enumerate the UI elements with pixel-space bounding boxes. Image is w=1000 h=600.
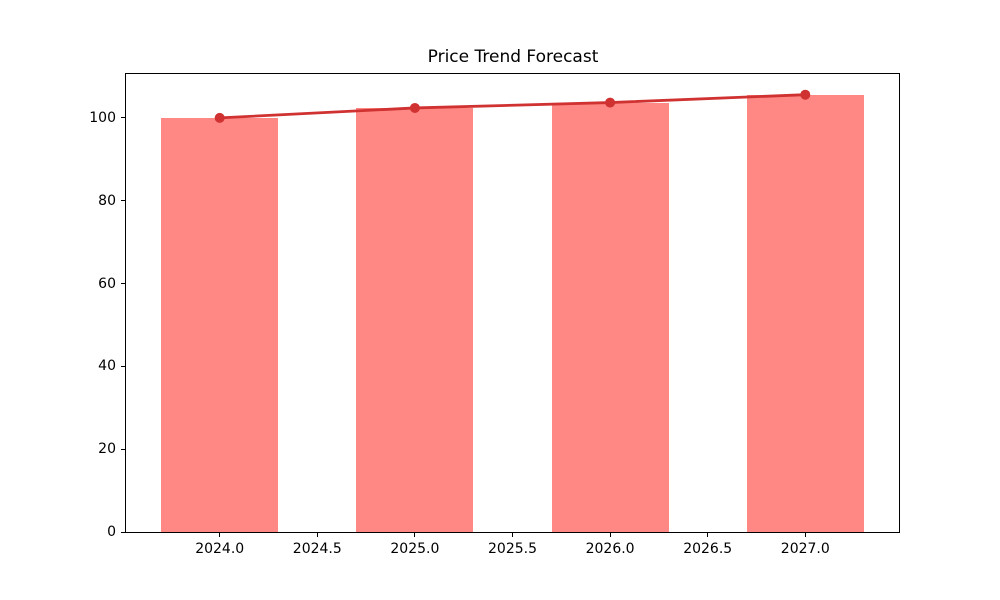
x-axis-tick xyxy=(609,532,611,537)
chart-title: Price Trend Forecast xyxy=(427,47,599,67)
bar xyxy=(356,107,474,532)
y-axis-tick xyxy=(121,283,126,285)
bar xyxy=(746,94,864,532)
x-axis-tick-label: 2025.5 xyxy=(488,541,537,557)
y-axis-tick xyxy=(121,531,126,533)
y-axis-tick-label: 100 xyxy=(89,109,116,126)
x-axis-tick xyxy=(512,532,513,537)
x-axis-tick-label: 2024.0 xyxy=(195,541,245,557)
y-axis-tick xyxy=(121,200,126,202)
line-marker xyxy=(605,97,616,108)
y-axis-tick-label: 80 xyxy=(98,192,116,209)
y-axis-tick-label: 20 xyxy=(98,441,116,458)
x-axis-tick xyxy=(414,532,416,537)
bar xyxy=(161,117,279,532)
y-axis-tick-label: 60 xyxy=(98,275,116,292)
y-axis-tick xyxy=(121,448,126,450)
y-axis-tick xyxy=(121,365,126,367)
plot-area: 2024.0 2024.5 2025.0 2025.5 2026.0 2026.5 2027… xyxy=(89,73,900,557)
x-axis-tick xyxy=(707,532,709,537)
trend-line-layer xyxy=(214,89,811,123)
x-axis-tick-label: 2027.0 xyxy=(780,541,830,557)
x-axis-tick-label: 2024.5 xyxy=(292,541,342,557)
line-marker xyxy=(214,112,225,123)
x-axis-tick-label: 2026.0 xyxy=(585,541,635,557)
y-axis-tick-label: 0 xyxy=(107,524,116,540)
y-axis-tick xyxy=(121,117,126,119)
line-marker xyxy=(800,89,811,100)
x-axis-tick xyxy=(219,532,221,537)
trend-line xyxy=(219,93,806,120)
bar xyxy=(551,102,669,532)
x-axis-tick xyxy=(316,532,318,537)
line-marker xyxy=(409,102,420,113)
x-axis-tick-label: 2026.5 xyxy=(683,541,733,557)
x-axis-tick-label: 2025.0 xyxy=(390,541,440,557)
x-axis-tick xyxy=(804,532,806,537)
y-axis-tick-label: 40 xyxy=(98,358,116,375)
